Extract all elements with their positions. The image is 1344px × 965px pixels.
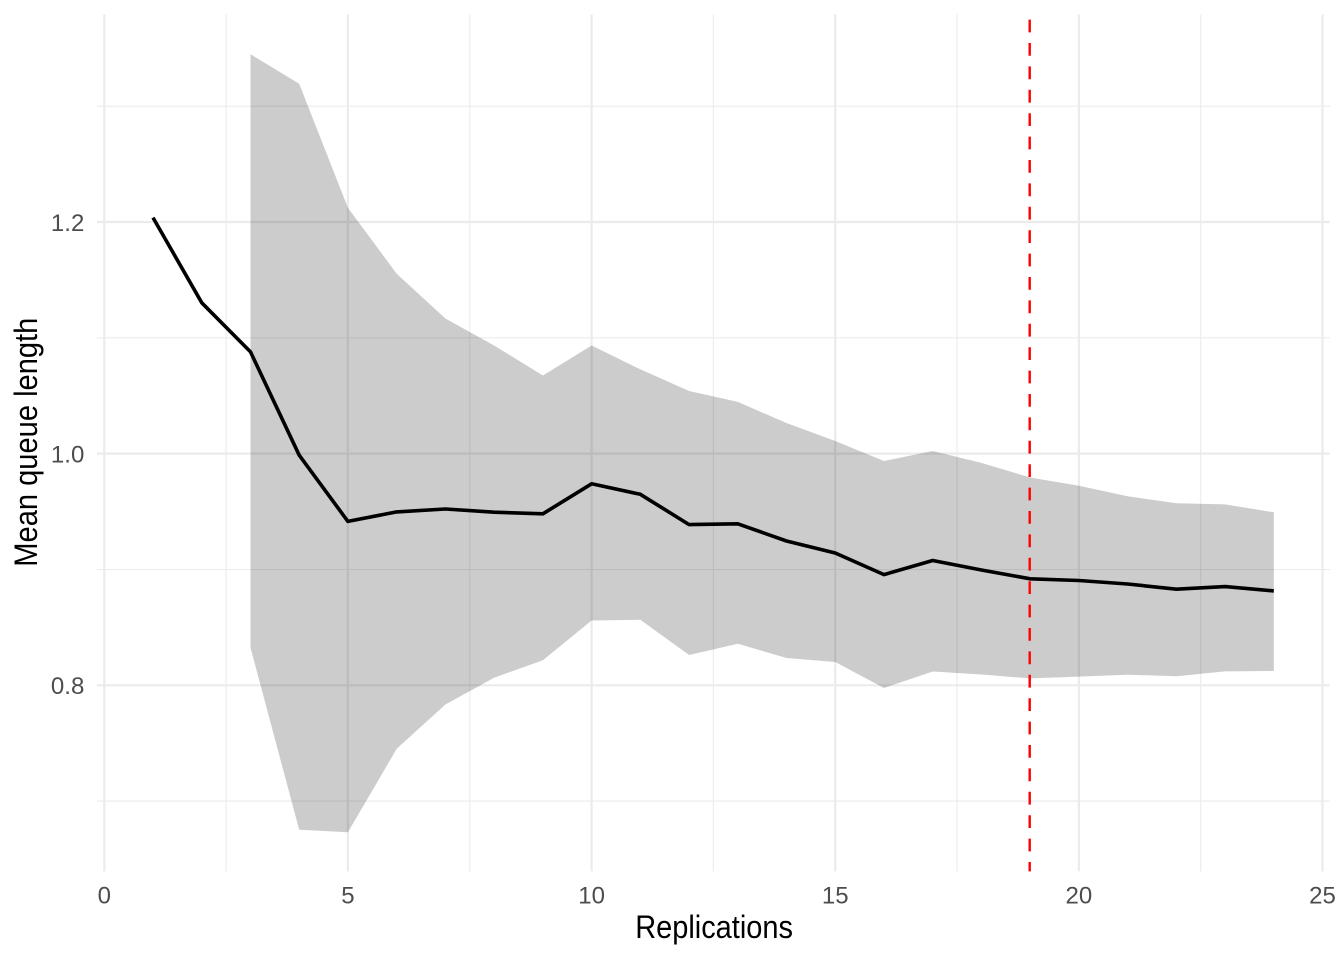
svg-text:0.8: 0.8 [51, 673, 84, 700]
svg-text:Mean queue length: Mean queue length [8, 318, 44, 567]
svg-text:20: 20 [1066, 882, 1093, 909]
svg-text:1.2: 1.2 [51, 210, 84, 237]
svg-text:25: 25 [1309, 882, 1336, 909]
svg-text:Replications: Replications [635, 909, 793, 945]
svg-text:5: 5 [341, 882, 354, 909]
svg-text:15: 15 [822, 882, 849, 909]
svg-text:10: 10 [578, 882, 605, 909]
svg-text:0: 0 [98, 882, 111, 909]
svg-text:1.0: 1.0 [51, 442, 84, 469]
